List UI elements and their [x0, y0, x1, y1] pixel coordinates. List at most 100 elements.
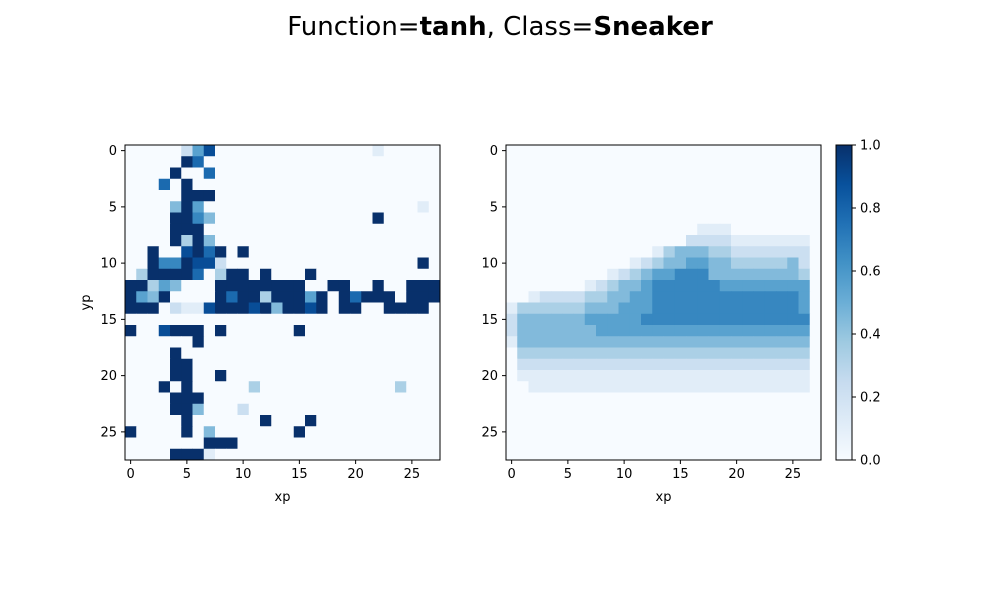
heatmap-cell: [338, 280, 351, 292]
heatmap-cell: [562, 280, 574, 292]
heatmap-cell: [596, 190, 608, 202]
heatmap-cell: [719, 145, 732, 157]
heatmap-cell: [350, 156, 362, 168]
heatmap-cell: [596, 145, 608, 157]
heatmap-cell: [764, 325, 777, 337]
heatmap-cell: [764, 223, 777, 236]
heatmap-cell: [147, 381, 160, 393]
heatmap-cell: [125, 302, 137, 315]
heatmap-cell: [753, 223, 766, 236]
heatmap-cell: [338, 370, 351, 382]
heatmap-cell: [237, 426, 250, 438]
heatmap-cell: [237, 257, 250, 270]
heatmap-cell: [361, 415, 373, 427]
heatmap-cell: [226, 167, 238, 180]
heatmap-cell: [406, 178, 418, 191]
heatmap-cell: [215, 156, 227, 168]
heatmap-cell: [203, 403, 216, 416]
heatmap-cell: [237, 358, 250, 371]
heatmap-cell: [147, 178, 160, 191]
heatmap-cell: [753, 347, 766, 360]
heatmap-cell: [203, 156, 216, 168]
heatmap-cell: [282, 167, 295, 180]
heatmap-cell: [383, 291, 396, 303]
heatmap-cell: [372, 415, 385, 427]
title-separator: , Class=: [487, 12, 594, 42]
heatmap-cell: [181, 268, 193, 281]
heatmap-cell: [260, 370, 272, 382]
heatmap-cell: [629, 437, 642, 450]
heatmap-cell: [674, 145, 687, 157]
heatmap-cell: [776, 302, 788, 315]
heatmap-cell: [652, 313, 664, 326]
heatmap-cell: [506, 156, 518, 168]
heatmap-cell: [641, 448, 653, 461]
heatmap-cell: [573, 178, 586, 191]
heatmap-cell: [395, 370, 407, 382]
heatmap-cell: [338, 235, 351, 247]
heatmap-cell: [125, 268, 137, 281]
heatmap-cell: [170, 268, 182, 281]
heatmap-cell: [528, 223, 541, 236]
heatmap-cell: [539, 347, 552, 360]
heatmap-cell: [562, 190, 574, 202]
heatmap-cell: [584, 392, 597, 405]
heatmap-cell: [406, 403, 418, 416]
heatmap-cell: [372, 437, 385, 450]
heatmap-cell: [181, 145, 193, 157]
heatmap-cell: [147, 291, 160, 303]
heatmap-cell: [663, 167, 676, 180]
heatmap-cell: [170, 392, 182, 405]
heatmap-cell: [428, 246, 441, 258]
heatmap-cell: [517, 167, 529, 180]
heatmap-cell: [641, 257, 653, 270]
heatmap-cell: [271, 291, 283, 303]
heatmap-cell: [618, 381, 631, 393]
heatmap-cell: [282, 201, 295, 213]
heatmap-cell: [361, 426, 373, 438]
heatmap-cell: [809, 280, 822, 292]
heatmap-cell: [539, 291, 552, 303]
heatmap-cell: [663, 426, 676, 438]
heatmap-cell: [361, 325, 373, 337]
heatmap-cell: [203, 167, 216, 180]
heatmap-cell: [260, 167, 272, 180]
heatmap-cell: [305, 392, 317, 405]
heatmap-cell: [528, 392, 541, 405]
heatmap-cell: [787, 246, 799, 258]
heatmap-cell: [417, 268, 430, 281]
heatmap-cell: [753, 280, 766, 292]
heatmap-cell: [539, 426, 552, 438]
heatmap-cell: [327, 280, 340, 292]
heatmap-cell: [226, 178, 238, 191]
heatmap-cell: [406, 280, 418, 292]
heatmap-cell: [338, 347, 351, 360]
heatmap-cell: [731, 448, 743, 461]
heatmap-cell: [136, 201, 148, 213]
y-tick-label: 5: [109, 200, 117, 215]
heatmap-cell: [798, 347, 811, 360]
x-tick-label: 15: [291, 467, 308, 482]
heatmap-cell: [742, 167, 754, 180]
heatmap-cell: [170, 403, 182, 416]
heatmap-cell: [327, 336, 340, 348]
heatmap-cell: [350, 246, 362, 258]
heatmap-cell: [506, 280, 518, 292]
heatmap-cell: [237, 201, 250, 213]
heatmap-cell: [506, 223, 518, 236]
heatmap-cell: [764, 437, 777, 450]
heatmap-cell: [305, 156, 317, 168]
heatmap-cell: [663, 381, 676, 393]
heatmap-cell: [629, 190, 642, 202]
heatmap-cell: [147, 358, 160, 371]
heatmap-cell: [787, 415, 799, 427]
heatmap-cell: [674, 201, 687, 213]
heatmap-cell: [125, 223, 137, 236]
heatmap-cell: [338, 212, 351, 225]
heatmap-cell: [528, 313, 541, 326]
heatmap-cell: [607, 212, 619, 225]
heatmap-cell: [192, 325, 205, 337]
heatmap-cell: [809, 358, 822, 371]
heatmap-cell: [776, 347, 788, 360]
heatmap-cell: [517, 302, 529, 315]
